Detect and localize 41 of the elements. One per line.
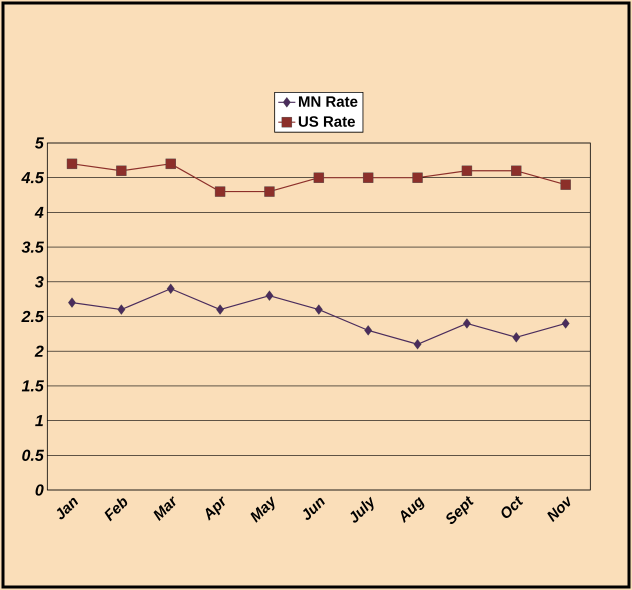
y-tick-label: 1 [35,415,43,426]
y-tick-label: 5 [35,137,44,149]
y-tick-label: 1.5 [22,380,44,392]
point [364,325,372,336]
point [66,158,78,170]
point [166,158,176,170]
y-tick-label: 0 [36,484,44,496]
x-tick-label: Jan [56,498,78,520]
point [68,297,76,308]
point [117,304,126,315]
y-tick-label: 2.5 [21,310,44,322]
x-tick-label: Feb [104,498,128,522]
point [412,172,423,183]
x-tick-label: Mar [153,496,176,521]
point [166,284,175,294]
point [216,304,224,315]
x-tick-label: Oct [502,496,524,518]
point [560,179,571,190]
point [512,332,520,343]
point [462,318,471,329]
point [511,166,522,176]
y-tick-label: 0.5 [22,450,44,461]
legend-label: MN Rate [298,96,358,107]
point [362,172,374,183]
point [116,166,127,176]
point [562,318,570,329]
point [462,166,472,176]
legend-label: US Rate [298,116,355,127]
point [214,186,226,197]
y-tick-label: 2 [34,346,44,357]
y-tick-label: 4.5 [21,172,44,184]
y-tick-label: 4 [34,206,44,218]
point [314,304,323,315]
point [314,172,324,183]
y-tick-label: 3 [35,276,44,288]
point [266,290,274,301]
x-tick-label: Apr [206,496,225,521]
point [414,339,422,350]
x-tick-label: Jun [303,498,325,520]
y-tick-label: 3.5 [22,241,44,253]
point [264,186,275,197]
